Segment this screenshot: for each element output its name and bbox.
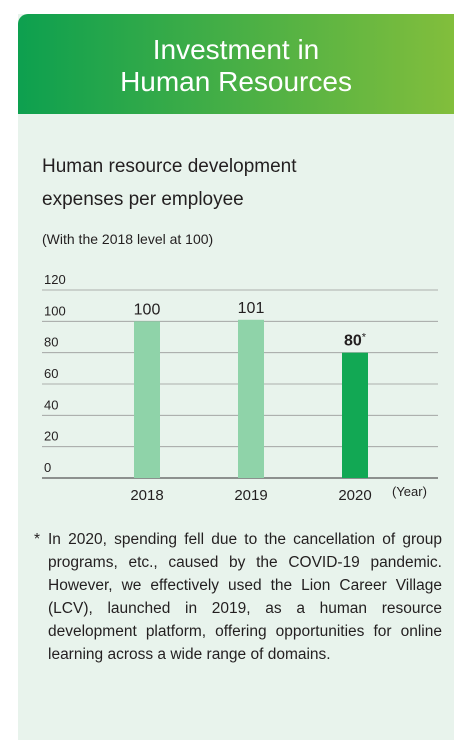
- x-tick-label: 2018: [130, 487, 163, 504]
- chart-subtitle: (With the 2018 level at 100): [42, 231, 213, 247]
- footnote: * In 2020, spending fell due to the canc…: [34, 528, 442, 666]
- bar: [134, 321, 160, 478]
- y-tick-label: 100: [44, 303, 66, 318]
- value-label: 101: [238, 300, 265, 317]
- y-tick-label: 60: [44, 366, 58, 381]
- y-tick-label: 0: [44, 460, 51, 475]
- bar: [342, 352, 368, 478]
- chart: Human resource development expenses per …: [42, 156, 438, 504]
- header: Investment in Human Resources: [18, 14, 454, 114]
- chart-title: expenses per employee: [42, 189, 244, 210]
- y-tick-label: 120: [44, 272, 66, 287]
- x-tick-label: 2020: [338, 487, 371, 504]
- footnote-marker: *: [34, 531, 41, 548]
- chart-title: Human resource development: [42, 156, 297, 177]
- header-title: Investment in: [152, 34, 320, 65]
- value-label: 100: [134, 301, 161, 318]
- footnote-text: In 2020, spending fell due to the cancel…: [48, 531, 442, 663]
- value-marker: *: [362, 332, 367, 344]
- header-title: Human Resources: [120, 66, 352, 97]
- panel: [18, 14, 454, 740]
- value-label: 80*: [344, 332, 367, 350]
- y-tick-label: 40: [44, 397, 58, 412]
- y-tick-label: 20: [44, 429, 58, 444]
- bar: [238, 319, 264, 478]
- y-tick-label: 80: [44, 335, 58, 350]
- x-axis-label: (Year): [392, 484, 427, 499]
- x-tick-label: 2019: [234, 487, 267, 504]
